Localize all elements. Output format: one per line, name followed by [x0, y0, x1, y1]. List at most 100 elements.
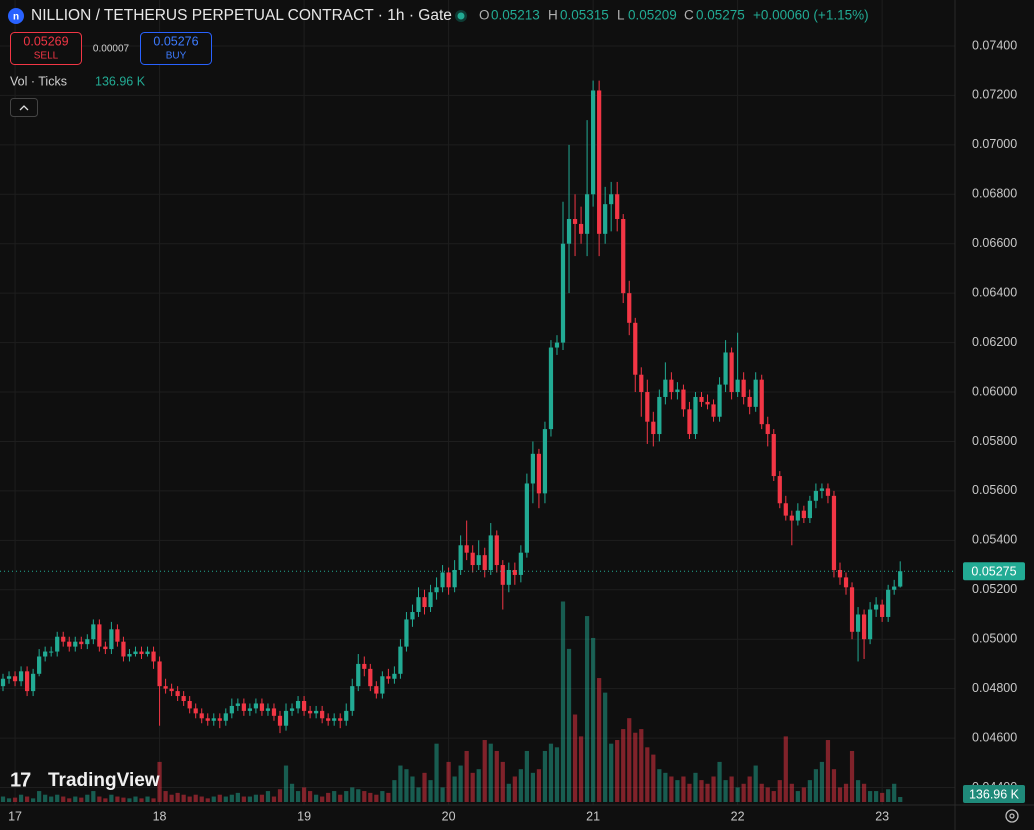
volume-bar — [235, 792, 240, 802]
candle-body — [295, 700, 301, 709]
candle-body — [765, 424, 770, 435]
symbol-title[interactable]: NILLION / TETHERUS PERPETUAL CONTRACT · … — [31, 7, 452, 24]
volume-bar — [121, 797, 126, 802]
candle-body — [374, 686, 379, 694]
candle-body — [344, 710, 349, 721]
volume-bar — [898, 797, 903, 802]
settings-icon[interactable] — [1005, 809, 1019, 823]
volume-bar — [271, 796, 277, 802]
candle-body — [6, 676, 12, 679]
volume-bar — [801, 787, 806, 802]
volume-bar — [669, 776, 674, 802]
candle-body — [157, 661, 162, 687]
volume-bar — [434, 743, 439, 802]
candle-body — [536, 453, 542, 494]
volume-bar — [566, 648, 572, 802]
volume-bar — [771, 791, 776, 802]
candle-body — [422, 597, 427, 608]
volume-bar — [380, 791, 385, 802]
logo[interactable]: TradingView — [48, 770, 160, 791]
volume-bar — [187, 796, 192, 802]
volume-bar — [332, 791, 337, 802]
sell-button[interactable] — [10, 32, 82, 65]
volume-bar — [133, 796, 138, 802]
ohlc-key: C — [684, 8, 694, 23]
candle-body — [12, 676, 18, 682]
candle-body — [825, 488, 831, 496]
volume-bar — [73, 796, 78, 802]
candle-body — [127, 654, 132, 657]
volume-bar — [307, 791, 313, 802]
volume-bar — [735, 787, 740, 802]
candle-body — [627, 293, 632, 323]
candle-body — [506, 569, 511, 585]
candle-body — [584, 194, 590, 234]
y-tick-label: 0.04800 — [972, 681, 1017, 695]
volume-bar — [741, 783, 746, 802]
volume-bar — [115, 796, 120, 802]
volume-bar — [886, 789, 891, 802]
volume-bar — [265, 791, 271, 802]
y-tick-label: 0.04600 — [972, 730, 1017, 744]
candle-body — [524, 483, 529, 553]
candle-body — [145, 651, 150, 655]
volume-bar — [295, 791, 301, 802]
volume-bar — [831, 769, 837, 802]
volume-bar — [542, 750, 548, 802]
volume-bar — [338, 794, 343, 802]
candle-body — [849, 587, 855, 632]
volume-bar — [283, 765, 289, 802]
volume-bar — [458, 765, 463, 802]
candle-body — [434, 587, 439, 593]
volume-bar — [530, 772, 536, 802]
volume-bar — [603, 692, 608, 802]
x-tick-label: 19 — [297, 809, 311, 823]
candle-body — [169, 688, 174, 692]
volume-bar — [79, 797, 84, 802]
volume-bar — [301, 787, 307, 802]
volume-bar — [880, 792, 885, 802]
volume-bar — [217, 794, 222, 802]
settings-icon-center — [1009, 813, 1015, 819]
candle-body — [741, 379, 746, 397]
candle-body — [675, 389, 680, 393]
volume-bar — [37, 791, 42, 802]
candle-body — [289, 708, 295, 711]
candle-body — [241, 703, 246, 711]
volume-bar — [247, 796, 252, 802]
volume-bar — [621, 729, 626, 802]
candle-body — [223, 713, 228, 721]
volume-bar — [61, 796, 66, 802]
candle-body — [199, 713, 204, 719]
volume-bar — [314, 794, 319, 802]
candle-body — [31, 673, 36, 692]
volume-bar — [24, 796, 30, 802]
candle-body — [368, 668, 373, 687]
candle-body — [79, 641, 84, 645]
candle-body — [380, 676, 385, 694]
volume-bar — [386, 792, 391, 802]
candle-body — [193, 708, 198, 714]
x-tick-label: 18 — [153, 809, 167, 823]
candle-body — [717, 384, 722, 417]
buy-button[interactable] — [140, 32, 212, 65]
candle-body — [705, 401, 710, 405]
candle-body — [476, 555, 481, 566]
collapse-button[interactable] — [10, 98, 38, 117]
indicator-name[interactable]: Vol · Ticks — [10, 74, 67, 88]
candle-body — [530, 453, 536, 484]
candle-body — [747, 396, 752, 407]
candle-body — [861, 614, 867, 640]
candle-body — [205, 718, 210, 721]
candle-body — [67, 641, 72, 647]
candle-body — [898, 571, 903, 587]
candle-body — [880, 604, 885, 617]
volume-bar — [627, 718, 632, 802]
candle-body — [482, 555, 487, 570]
volume-bar — [753, 765, 758, 802]
candle-body — [578, 223, 584, 234]
volume-bar — [440, 787, 445, 802]
candle-body — [85, 639, 90, 645]
candle-body — [735, 379, 740, 393]
